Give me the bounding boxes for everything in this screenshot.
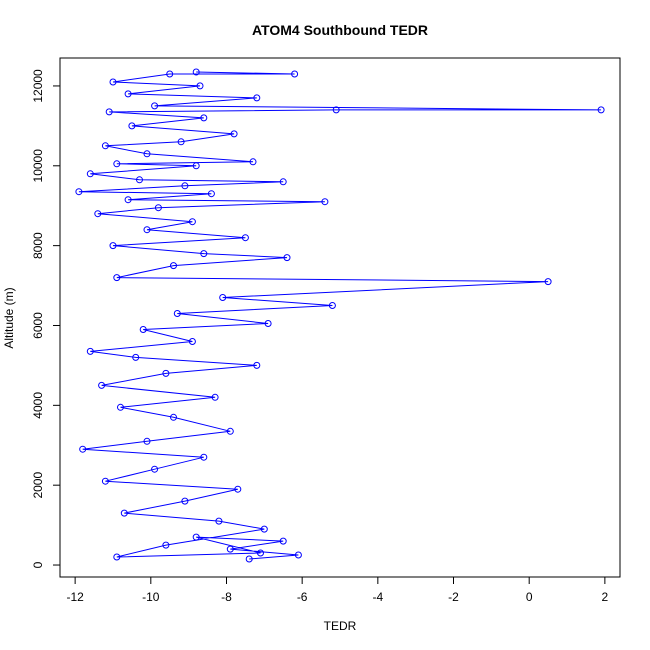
data-point — [192, 162, 200, 170]
data-point — [192, 68, 200, 76]
data-point — [166, 70, 174, 78]
data-point — [151, 465, 159, 473]
data-point — [151, 102, 159, 110]
y-axis: 0 2000 4000 6000 8000 10000 12000 — [31, 69, 60, 568]
data-point — [154, 204, 162, 212]
y-tick-label: 10000 — [31, 149, 45, 183]
x-axis: -12 -10 -8 -6 -4 -2 0 2 — [66, 577, 609, 604]
data-point — [253, 361, 261, 369]
data-point — [260, 525, 268, 533]
y-tick-label: 0 — [31, 561, 45, 568]
data-point — [86, 347, 94, 355]
x-tick-label: 0 — [526, 590, 533, 604]
data-point — [188, 338, 196, 345]
data-point — [597, 106, 605, 114]
data-point — [279, 178, 287, 186]
data-point — [170, 262, 177, 270]
data-point — [328, 302, 336, 309]
data-point — [86, 170, 94, 178]
data-point — [120, 509, 128, 517]
y-tick-label: 8000 — [31, 232, 45, 259]
data-point — [173, 310, 181, 317]
data-point — [162, 369, 170, 377]
data-point — [98, 381, 106, 389]
data-point — [219, 294, 227, 301]
data-point — [117, 403, 124, 411]
chart-title: ATOM4 Southbound TEDR — [252, 22, 428, 38]
series-layer — [75, 68, 605, 563]
data-point — [200, 453, 208, 461]
y-tick-label: 2000 — [31, 472, 45, 499]
data-point — [234, 485, 242, 493]
data-point — [113, 274, 121, 282]
y-tick-label: 4000 — [31, 392, 45, 419]
data-point — [226, 545, 234, 553]
y-tick-label: 6000 — [31, 312, 45, 339]
data-point — [253, 94, 261, 102]
data-point — [321, 198, 329, 206]
data-point — [105, 108, 113, 116]
data-point — [188, 218, 196, 226]
x-tick-label: -6 — [297, 590, 308, 604]
data-point — [283, 254, 291, 262]
y-tick-label: 12000 — [31, 69, 45, 103]
x-tick-label: -8 — [221, 590, 232, 604]
data-point — [124, 196, 132, 204]
y-axis-label: Altitude (m) — [2, 287, 16, 348]
data-point — [143, 226, 151, 234]
data-point — [79, 445, 87, 453]
x-tick-label: 2 — [602, 590, 609, 604]
data-point — [241, 234, 249, 242]
data-point — [181, 182, 189, 190]
data-point — [226, 427, 234, 435]
data-point — [139, 326, 147, 333]
data-point — [162, 541, 170, 549]
data-point — [279, 537, 287, 545]
plot-frame — [59, 57, 621, 578]
data-point — [113, 553, 121, 561]
data-point — [101, 477, 109, 485]
data-point — [196, 82, 204, 90]
data-point — [181, 497, 189, 505]
x-tick-label: -10 — [142, 590, 160, 604]
data-point — [211, 393, 219, 401]
data-point — [215, 517, 223, 525]
data-point — [177, 138, 185, 146]
data-point — [192, 533, 200, 541]
data-point — [230, 130, 238, 138]
x-axis-label: TEDR — [324, 619, 357, 633]
data-point — [245, 555, 253, 563]
data-point — [136, 176, 143, 184]
x-tick-label: -12 — [66, 590, 84, 604]
data-point — [291, 70, 299, 78]
data-point — [200, 250, 208, 258]
data-point — [124, 90, 132, 98]
data-point — [113, 160, 121, 168]
data-point — [200, 114, 208, 122]
data-point — [249, 158, 257, 166]
data-point — [101, 142, 109, 150]
x-tick-label: -2 — [448, 590, 459, 604]
data-point — [544, 278, 552, 286]
data-point — [294, 551, 302, 559]
data-point — [257, 549, 264, 557]
data-point — [75, 188, 83, 196]
x-tick-label: -4 — [373, 590, 384, 604]
data-point — [132, 353, 140, 361]
data-point — [143, 150, 151, 158]
data-point — [264, 320, 272, 327]
data-point — [207, 190, 215, 198]
data-point — [109, 78, 117, 86]
data-point — [109, 242, 117, 250]
data-point — [143, 437, 151, 445]
data-point — [332, 106, 340, 114]
data-point — [170, 413, 177, 421]
series-line — [78, 71, 602, 560]
data-point — [128, 122, 136, 130]
data-point — [94, 210, 102, 218]
